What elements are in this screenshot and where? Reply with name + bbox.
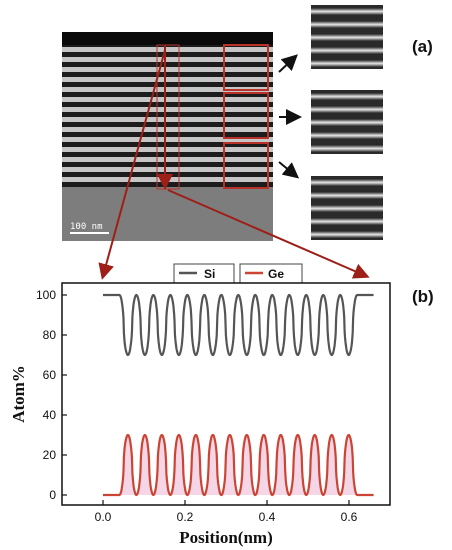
y-tick-label: 60 — [43, 368, 57, 382]
inset-stripe — [311, 205, 383, 212]
pointer-arrow-right — [167, 189, 370, 279]
tem-stripe — [62, 137, 273, 142]
inset-stripe — [311, 60, 383, 67]
highlight-box-top — [223, 44, 269, 91]
inset-stripe — [311, 106, 383, 113]
y-tick-label: 0 — [49, 488, 56, 502]
tem-stripe — [62, 167, 273, 172]
pointer-arrow-left — [98, 49, 166, 280]
zoom-arrow-top — [278, 54, 298, 73]
axis-ticks: 0.0 0.2 0.4 0.6 0 20 40 60 80 100 — [36, 288, 358, 524]
zoom-inset-bottom — [311, 176, 383, 240]
legend-label-ge: Ge — [268, 267, 284, 281]
inset-stripe — [311, 119, 383, 126]
tem-panel: 100 nm (a) — [62, 5, 433, 280]
legend-label-si: Si — [204, 267, 215, 281]
tem-stripe — [62, 107, 273, 112]
tem-stripe — [62, 127, 273, 132]
panel-label-a: (a) — [412, 37, 433, 56]
inset-stripe — [311, 132, 383, 139]
legend: Si Ge — [173, 263, 303, 284]
chart-panel: (b) Si Ge 0.0 0.2 0.4 0.6 0 20 40 60 80 100 Posit… — [9, 263, 434, 547]
inset-stripe — [311, 145, 383, 152]
inset-stripe — [311, 34, 383, 41]
highlight-box-middle — [223, 92, 269, 139]
x-tick-label: 0.6 — [341, 510, 358, 524]
panel-label-b: (b) — [412, 287, 434, 306]
inset-stripe — [311, 8, 383, 15]
tem-stripe — [62, 77, 273, 82]
tem-stripe — [62, 47, 273, 52]
y-tick-label: 80 — [43, 328, 57, 342]
tem-stripe — [62, 177, 273, 182]
tem-stripe — [62, 67, 273, 72]
x-tick-label: 0.2 — [177, 510, 194, 524]
tem-multilayer — [62, 45, 273, 187]
inset-stripe — [311, 47, 383, 54]
tem-stripe — [62, 157, 273, 162]
series-line-ge — [102, 433, 375, 497]
tem-stripe — [62, 147, 273, 152]
zoom-inset-middle — [311, 90, 383, 154]
x-tick-label: 0.0 — [95, 510, 112, 524]
tem-stripe — [62, 117, 273, 122]
series-layer — [102, 293, 375, 497]
y-tick-label: 40 — [43, 408, 57, 422]
zoom-arrow-bottom — [278, 161, 300, 179]
y-tick-label: 100 — [36, 288, 56, 302]
tem-stripe — [62, 57, 273, 62]
inset-stripe — [311, 231, 383, 238]
y-axis-title: Atom% — [9, 365, 28, 423]
inset-stripe — [311, 192, 383, 199]
y-tick-label: 20 — [43, 448, 57, 462]
inset-stripe — [311, 21, 383, 28]
inset-stripe — [311, 179, 383, 186]
series-line-si — [102, 293, 375, 357]
tem-stripe — [62, 97, 273, 102]
x-tick-label: 0.4 — [259, 510, 276, 524]
highlight-box-bottom — [223, 142, 269, 189]
scale-bar-label: 100 nm — [70, 222, 103, 232]
zoom-inset-top — [311, 5, 383, 69]
tem-top-dark — [62, 32, 273, 45]
inset-stripe — [311, 218, 383, 225]
inset-stripe — [311, 93, 383, 100]
tem-stripe — [62, 87, 273, 92]
x-axis-title: Position(nm) — [179, 528, 273, 547]
